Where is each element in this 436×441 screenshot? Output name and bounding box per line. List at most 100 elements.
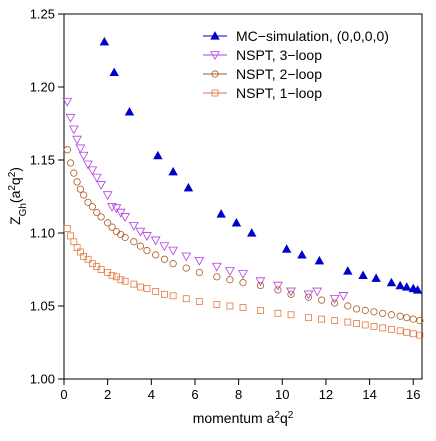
data-point xyxy=(80,191,88,199)
series-3 xyxy=(63,146,424,325)
data-point xyxy=(238,270,248,279)
data-point xyxy=(331,317,339,325)
data-point xyxy=(183,182,194,192)
data-point xyxy=(84,198,92,206)
data-point xyxy=(67,232,74,240)
series-1 xyxy=(99,36,423,294)
y-axis-label: ZGh(a2q2) xyxy=(7,167,29,225)
data-point xyxy=(344,302,352,310)
data-point xyxy=(76,185,84,193)
data-point xyxy=(343,266,353,275)
data-point xyxy=(318,315,325,323)
data-point xyxy=(63,225,71,233)
data-point xyxy=(115,208,126,218)
y-tick-label: 1.15 xyxy=(30,153,55,168)
data-point xyxy=(84,255,92,263)
legend-label: NSPT, 2−loop xyxy=(236,66,322,82)
data-point xyxy=(68,125,79,135)
y-tick-label: 1.20 xyxy=(30,80,55,95)
x-tick-label: 2 xyxy=(104,387,111,402)
data-point xyxy=(211,262,222,272)
y-axis-ticks: 1.00 1.05 1.10 1.15 1.20 1.25 xyxy=(30,7,64,387)
data-point xyxy=(239,304,247,311)
data-point xyxy=(329,294,340,304)
data-point xyxy=(142,232,152,241)
data-point xyxy=(247,228,257,237)
data-point xyxy=(344,318,352,326)
x-tick-label: 12 xyxy=(319,387,333,402)
data-point xyxy=(136,242,145,250)
x-tick-label: 6 xyxy=(191,387,198,402)
data-point xyxy=(396,312,404,320)
data-point xyxy=(371,273,381,282)
data-point xyxy=(108,271,116,279)
data-point xyxy=(152,251,160,259)
data-point xyxy=(137,283,144,291)
data-point xyxy=(182,264,190,272)
data-point xyxy=(70,238,78,246)
data-point xyxy=(124,107,135,116)
data-point xyxy=(213,273,221,281)
data-point xyxy=(112,227,120,236)
data-point xyxy=(403,314,411,322)
legend-item: MC−simulation, (0,0,0,0) xyxy=(203,28,389,44)
data-point xyxy=(226,302,234,310)
x-axis-label: momentum a2q2 xyxy=(193,410,294,427)
data-point xyxy=(231,217,242,227)
data-point xyxy=(109,67,119,77)
data-point xyxy=(65,113,76,123)
data-point xyxy=(297,250,307,259)
legend-marker xyxy=(211,89,219,97)
x-tick-label: 16 xyxy=(406,387,420,402)
data-point xyxy=(387,311,396,319)
data-point xyxy=(256,281,265,290)
data-point xyxy=(305,314,312,322)
legend-item: NSPT, 2−loop xyxy=(203,66,322,82)
data-point xyxy=(107,202,117,212)
series-4 xyxy=(63,225,424,339)
data-point xyxy=(182,295,190,303)
data-point xyxy=(181,252,192,262)
data-point xyxy=(72,135,82,145)
data-point xyxy=(314,255,325,265)
data-point xyxy=(168,166,178,176)
data-point xyxy=(287,311,295,319)
data-series-layer xyxy=(62,36,424,339)
data-point xyxy=(338,292,349,301)
data-point xyxy=(143,246,151,255)
data-point xyxy=(150,236,161,246)
data-point xyxy=(370,323,378,330)
data-point xyxy=(255,277,266,287)
data-point xyxy=(331,299,339,307)
data-point xyxy=(130,238,138,246)
data-point xyxy=(99,36,110,46)
data-point xyxy=(91,173,102,183)
data-point xyxy=(128,221,139,231)
data-point xyxy=(412,285,423,294)
x-tick-label: 14 xyxy=(362,387,376,402)
legend-label: NSPT, 3−loop xyxy=(236,47,322,63)
data-point xyxy=(120,213,131,222)
data-point xyxy=(239,279,247,287)
data-point xyxy=(83,160,93,170)
data-point xyxy=(361,306,369,314)
legend-label: MC−simulation, (0,0,0,0) xyxy=(236,28,389,44)
data-point xyxy=(274,286,282,294)
plot-frame xyxy=(63,13,423,380)
data-point xyxy=(78,151,89,161)
data-point xyxy=(395,280,405,290)
x-tick-label: 4 xyxy=(148,387,155,402)
data-point xyxy=(273,281,283,291)
data-point xyxy=(195,298,203,306)
x-tick-label: 10 xyxy=(275,387,289,402)
data-point xyxy=(153,150,163,160)
legend-item: NSPT, 1−loop xyxy=(203,85,322,101)
y-tick-label: 1.10 xyxy=(30,226,55,241)
data-point xyxy=(161,290,168,298)
data-point xyxy=(66,159,75,167)
data-point xyxy=(111,204,122,214)
x-axis-ticks: 0 2 4 6 8 10 12 14 16 xyxy=(60,379,421,402)
legend-marker xyxy=(210,51,220,61)
data-point xyxy=(194,256,205,266)
